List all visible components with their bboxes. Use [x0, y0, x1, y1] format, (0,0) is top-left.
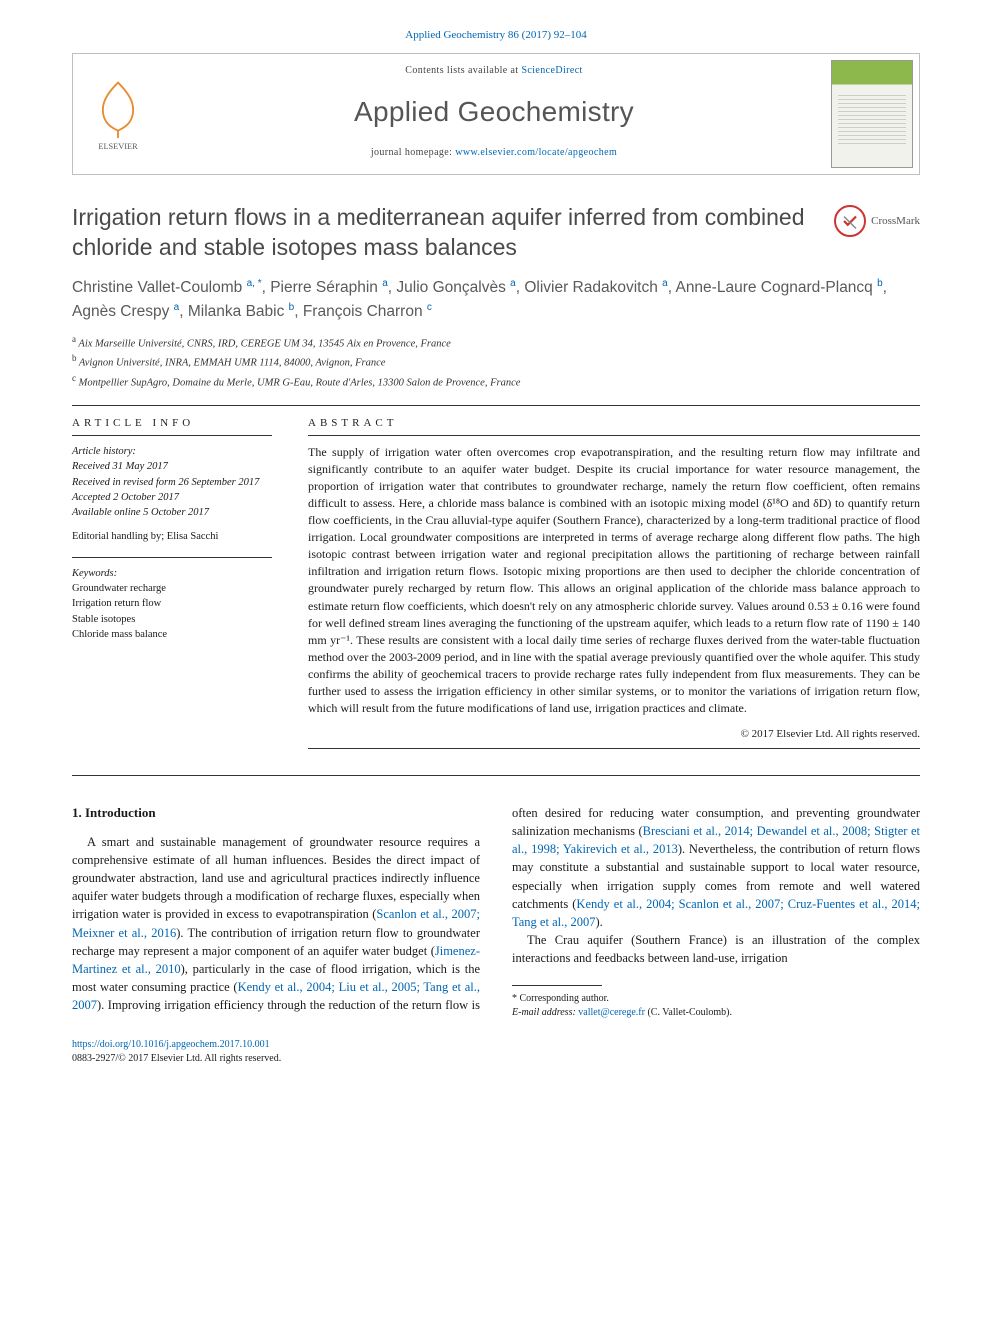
affiliation-line: c Montpellier SupAgro, Domaine du Merle,… — [72, 372, 920, 391]
thin-rule — [308, 748, 920, 749]
keyword-item: Stable isotopes — [72, 612, 272, 627]
elsevier-tree-icon: ELSEVIER — [86, 77, 150, 151]
keywords-head: Keywords: — [72, 566, 272, 581]
publisher-caption: ELSEVIER — [98, 143, 138, 152]
journal-name: Applied Geochemistry — [169, 92, 819, 131]
header-middle: Contents lists available at ScienceDirec… — [163, 54, 825, 174]
affiliation-line: b Avignon Université, INRA, EMMAH UMR 11… — [72, 352, 920, 371]
thin-rule — [308, 435, 920, 436]
journal-header-box: ELSEVIER Contents lists available at Sci… — [72, 53, 920, 175]
history-accepted: Accepted 2 October 2017 — [72, 490, 272, 505]
footnote-rule — [512, 985, 602, 986]
crossmark-label: CrossMark — [871, 214, 920, 229]
body-columns: 1. Introduction A smart and sustainable … — [72, 804, 920, 1020]
divider-rule — [72, 775, 920, 776]
paper-title: Irrigation return flows in a mediterrane… — [72, 203, 814, 262]
corr-email-line: E-mail address: vallet@cerege.fr (C. Val… — [512, 1006, 920, 1020]
article-history: Article history: Received 31 May 2017 Re… — [72, 444, 272, 520]
history-revised: Received in revised form 26 September 20… — [72, 475, 272, 490]
corr-email-link[interactable]: vallet@cerege.fr — [578, 1007, 645, 1018]
history-online: Available online 5 October 2017 — [72, 505, 272, 520]
article-info-col: ARTICLE INFO Article history: Received 3… — [72, 416, 272, 757]
divider-rule — [72, 405, 920, 406]
journal-ref-link[interactable]: Applied Geochemistry 86 (2017) 92–104 — [405, 29, 586, 41]
abstract-text: The supply of irrigation water often ove… — [308, 444, 920, 717]
corresponding-footnote: * Corresponding author. E-mail address: … — [512, 992, 920, 1020]
keywords-block: Keywords: Groundwater rechargeIrrigation… — [72, 566, 272, 642]
journal-reference: Applied Geochemistry 86 (2017) 92–104 — [72, 28, 920, 43]
contents-lists-line: Contents lists available at ScienceDirec… — [169, 64, 819, 78]
keyword-item: Groundwater recharge — [72, 581, 272, 596]
thin-rule — [72, 557, 272, 558]
history-received: Received 31 May 2017 — [72, 459, 272, 474]
article-info-head: ARTICLE INFO — [72, 416, 272, 431]
thin-rule — [72, 435, 272, 436]
abstract-col: ABSTRACT The supply of irrigation water … — [308, 416, 920, 757]
intro-para-1: A smart and sustainable management of gr… — [72, 804, 920, 1020]
affiliation-line: a Aix Marseille Université, CNRS, IRD, C… — [72, 333, 920, 352]
homepage-line: journal homepage: www.elsevier.com/locat… — [169, 146, 819, 160]
corr-author-line: * Corresponding author. — [512, 992, 920, 1006]
journal-cover-thumb — [831, 60, 913, 168]
editor-handling: Editorial handling by; Elisa Sacchi — [72, 530, 272, 545]
issn-copyright: 0883-2927/© 2017 Elsevier Ltd. All right… — [72, 1052, 920, 1066]
copyright-line: © 2017 Elsevier Ltd. All rights reserved… — [308, 727, 920, 742]
crossmark-icon — [834, 205, 866, 237]
affiliations: a Aix Marseille Université, CNRS, IRD, C… — [72, 333, 920, 391]
keyword-item: Irrigation return flow — [72, 596, 272, 611]
page-footer: https://doi.org/10.1016/j.apgeochem.2017… — [72, 1038, 920, 1065]
homepage-link[interactable]: www.elsevier.com/locate/apgeochem — [455, 147, 617, 158]
sciencedirect-link[interactable]: ScienceDirect — [521, 65, 582, 76]
publisher-logo: ELSEVIER — [73, 54, 163, 174]
intro-heading: 1. Introduction — [72, 804, 480, 823]
journal-cover-cell — [825, 54, 919, 174]
doi-link[interactable]: https://doi.org/10.1016/j.apgeochem.2017… — [72, 1039, 270, 1050]
crossmark-badge[interactable]: CrossMark — [834, 205, 920, 237]
abstract-head: ABSTRACT — [308, 416, 920, 431]
history-label: Article history: — [72, 444, 272, 459]
authors-line: Christine Vallet-Coulomb a, *, Pierre Sé… — [72, 276, 920, 323]
intro-para-2: The Crau aquifer (Southern France) is an… — [512, 931, 920, 967]
keyword-item: Chloride mass balance — [72, 627, 272, 642]
